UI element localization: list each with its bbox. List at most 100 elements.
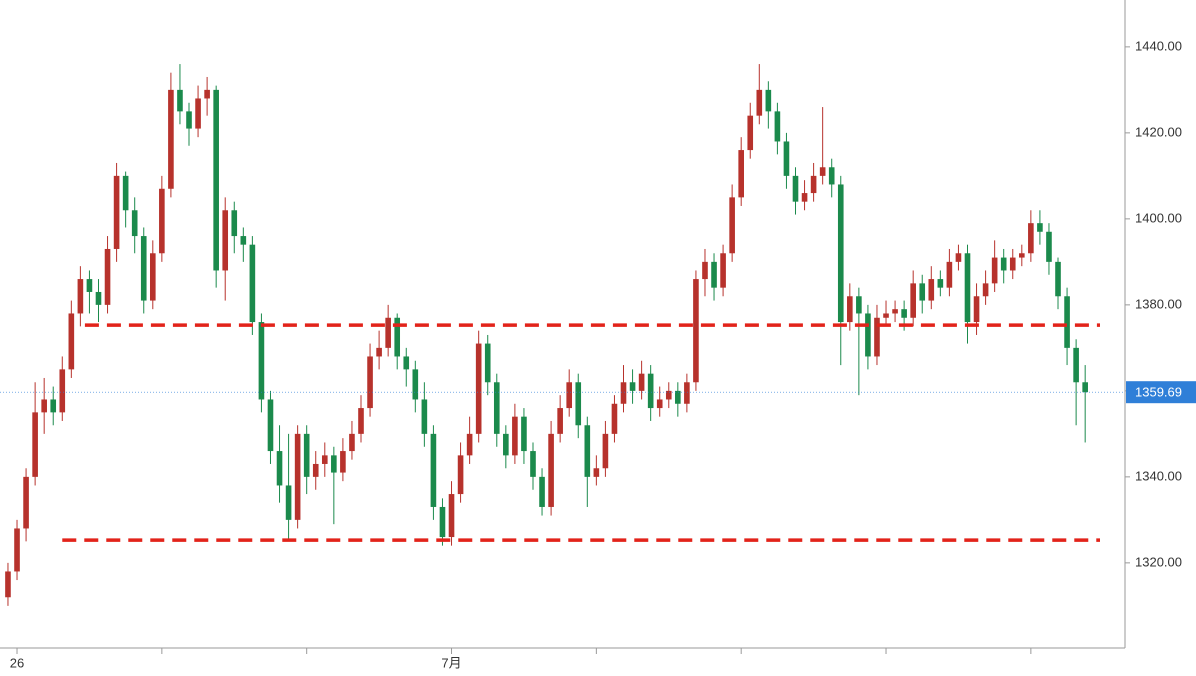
candle-body bbox=[720, 253, 726, 288]
candle-body bbox=[484, 343, 491, 383]
candle-body bbox=[430, 433, 437, 507]
candle-body bbox=[59, 369, 66, 413]
candle-body bbox=[566, 382, 573, 409]
candle-body bbox=[140, 236, 147, 301]
y-tick-label: 1380.00 bbox=[1135, 296, 1182, 311]
candle-body bbox=[195, 98, 201, 129]
candle-body bbox=[512, 416, 518, 456]
candle-body bbox=[1028, 223, 1034, 254]
candle-body bbox=[1046, 231, 1052, 262]
candle-body bbox=[620, 382, 627, 404]
candle-body bbox=[231, 210, 238, 237]
candle-body bbox=[448, 494, 455, 538]
candle-body bbox=[521, 416, 527, 452]
candle-body bbox=[186, 111, 192, 129]
candle-body bbox=[68, 313, 75, 370]
candle-body bbox=[557, 408, 563, 434]
candle-body bbox=[883, 313, 889, 318]
candle-body bbox=[403, 356, 410, 370]
candle-body bbox=[367, 356, 373, 409]
candle-body bbox=[901, 309, 907, 318]
candle-body bbox=[294, 433, 301, 520]
candle-body bbox=[919, 283, 926, 301]
candle-body bbox=[376, 347, 382, 357]
candle-body bbox=[86, 279, 93, 292]
candle-body bbox=[1000, 257, 1007, 271]
x-tick-label: 7月 bbox=[441, 655, 461, 670]
candle-body bbox=[638, 373, 645, 391]
candle-body bbox=[131, 210, 138, 237]
candle-body bbox=[837, 184, 844, 323]
candle-body bbox=[747, 115, 754, 151]
candle-body bbox=[385, 317, 391, 348]
candle-body bbox=[267, 399, 274, 452]
candle-body bbox=[177, 89, 183, 112]
candle-body bbox=[937, 279, 944, 288]
y-tick-label: 1400.00 bbox=[1135, 210, 1182, 225]
candle-body bbox=[249, 244, 256, 323]
candle-body bbox=[312, 463, 319, 477]
last-price-box bbox=[1126, 381, 1196, 404]
candle-body bbox=[819, 167, 826, 176]
candle-body bbox=[95, 291, 102, 305]
candle-body bbox=[41, 399, 47, 413]
candle-body bbox=[991, 257, 998, 284]
candle-body bbox=[946, 261, 953, 288]
candle-body bbox=[104, 248, 111, 305]
candle-body bbox=[466, 433, 473, 456]
x-tick-label: 26 bbox=[10, 655, 24, 670]
candle-body bbox=[412, 369, 419, 400]
candle-body bbox=[14, 528, 20, 572]
candle-body bbox=[828, 167, 835, 185]
candle-body bbox=[584, 425, 591, 477]
candle-body bbox=[665, 390, 672, 400]
candle-body bbox=[783, 141, 790, 176]
candle-body bbox=[656, 399, 663, 409]
candle-body bbox=[982, 283, 989, 297]
candle-body bbox=[32, 412, 38, 477]
candle-body bbox=[1037, 223, 1043, 232]
candle-body bbox=[629, 382, 636, 391]
candle-body bbox=[702, 261, 708, 280]
candle-body bbox=[910, 283, 916, 318]
candle-body bbox=[493, 382, 500, 434]
candle-body bbox=[159, 188, 165, 254]
candle-body bbox=[113, 175, 120, 249]
candle-body bbox=[865, 313, 871, 357]
candle-body bbox=[693, 279, 699, 383]
candle-body bbox=[358, 408, 364, 434]
candle-body bbox=[5, 571, 11, 598]
candle-body bbox=[575, 382, 582, 426]
candle-body bbox=[647, 373, 654, 409]
candle-body bbox=[1055, 261, 1061, 297]
candle-body bbox=[602, 433, 609, 469]
candle-body bbox=[421, 399, 428, 434]
candle-body bbox=[729, 197, 735, 254]
candle-body bbox=[240, 236, 247, 245]
candle-body bbox=[792, 175, 799, 202]
candle-body bbox=[756, 89, 763, 116]
candle-body bbox=[303, 433, 310, 477]
candle-body bbox=[892, 309, 898, 314]
candle-body bbox=[765, 89, 772, 112]
candle-body bbox=[321, 455, 328, 464]
last-price-label: 1359.69 bbox=[1135, 385, 1182, 400]
candle-body bbox=[475, 343, 482, 434]
candle-body bbox=[276, 451, 283, 486]
y-tick-label: 1420.00 bbox=[1135, 124, 1182, 139]
candle-body bbox=[801, 193, 808, 202]
candle-body bbox=[530, 451, 536, 477]
candle-body bbox=[258, 322, 265, 400]
candle-body bbox=[675, 390, 681, 404]
candle-body bbox=[204, 89, 210, 99]
candle-body bbox=[23, 476, 29, 529]
candle-body bbox=[593, 468, 600, 477]
candle-body bbox=[548, 433, 554, 507]
candle-body bbox=[331, 455, 337, 473]
candle-body bbox=[774, 111, 781, 142]
candle-body bbox=[1064, 296, 1070, 348]
y-tick-label: 1320.00 bbox=[1135, 554, 1182, 569]
candle-body bbox=[77, 279, 84, 314]
candle-body bbox=[439, 506, 446, 538]
